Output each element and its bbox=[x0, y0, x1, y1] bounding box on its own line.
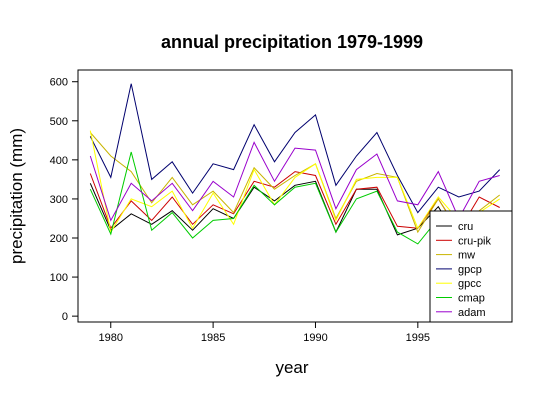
x-tick-label: 1990 bbox=[303, 332, 327, 344]
legend-label-cru-pik: cru-pik bbox=[458, 235, 492, 247]
y-tick-label: 0 bbox=[62, 311, 68, 323]
x-tick-label: 1985 bbox=[201, 332, 225, 344]
series-line-gpcp bbox=[89, 83, 501, 214]
series-line-mw bbox=[89, 132, 501, 234]
y-tick-label: 200 bbox=[50, 233, 68, 245]
legend-label-adam: adam bbox=[458, 307, 486, 319]
y-tick-label: 600 bbox=[50, 77, 68, 89]
x-axis: 1980 1985 1990 1995 bbox=[99, 322, 430, 344]
series-line-cru-pik bbox=[89, 171, 500, 232]
y-axis: 0 100 200 300 400 500 600 bbox=[50, 77, 78, 323]
y-tick-label: 500 bbox=[50, 116, 68, 128]
y-tick-label: 400 bbox=[50, 155, 68, 167]
legend-label-gpcp: gpcp bbox=[458, 264, 482, 276]
x-tick-label: 1995 bbox=[406, 332, 430, 344]
y-axis-label: precipitation (mm) bbox=[7, 128, 26, 264]
y-tick-label: 300 bbox=[50, 194, 68, 206]
legend-label-mw: mw bbox=[458, 250, 475, 262]
plot-frame bbox=[77, 69, 513, 323]
legend-box bbox=[429, 210, 513, 323]
legend-label-cru: cru bbox=[458, 221, 473, 233]
x-tick-label: 1980 bbox=[99, 332, 123, 344]
series-line-adam bbox=[89, 141, 500, 222]
y-tick-label: 100 bbox=[50, 272, 68, 284]
legend: cru cru-pik mw gpcp gpcc cmap adam bbox=[429, 210, 513, 323]
series-line-gpcc bbox=[89, 130, 500, 234]
x-axis-label: year bbox=[275, 358, 308, 377]
legend-label-cmap: cmap bbox=[458, 293, 485, 305]
legend-label-gpcc: gpcc bbox=[458, 278, 482, 290]
chart-title: annual precipitation 1979-1999 bbox=[161, 32, 423, 52]
